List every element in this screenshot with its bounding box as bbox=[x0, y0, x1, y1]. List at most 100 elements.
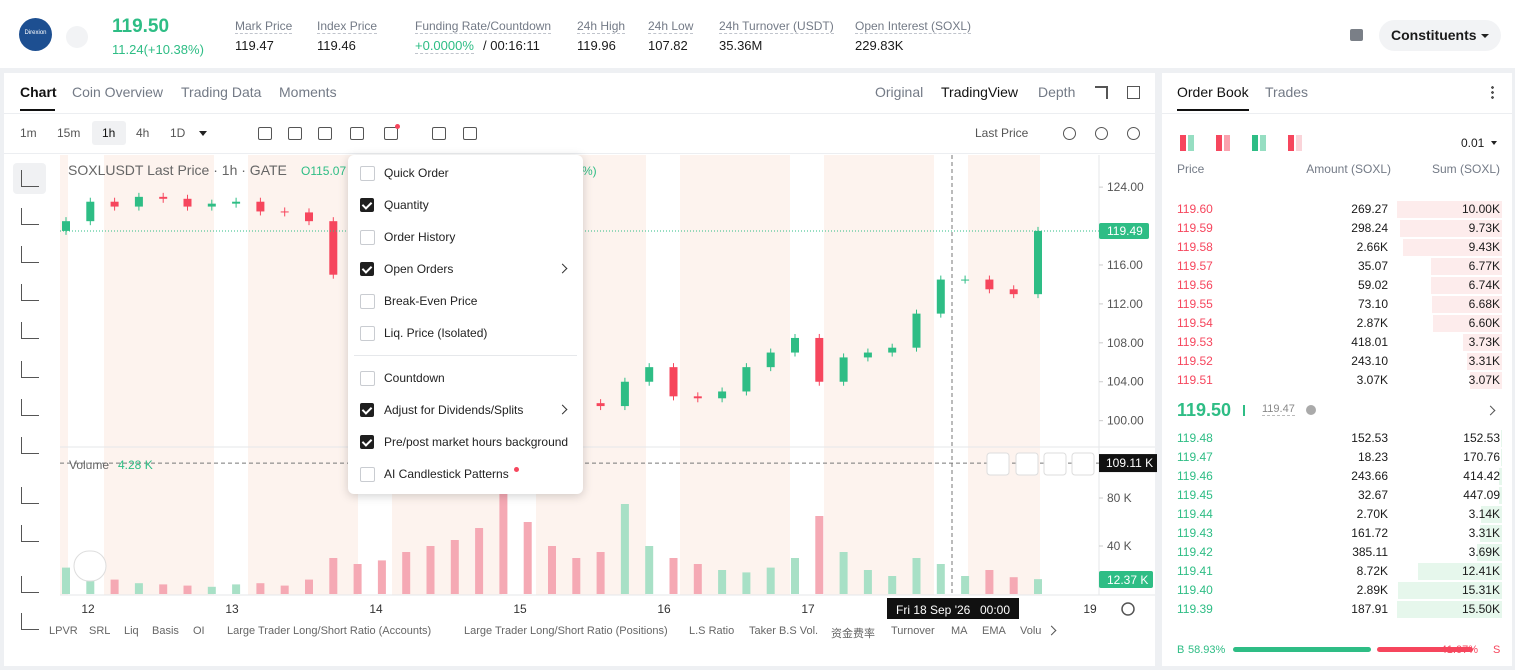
book-price[interactable]: 119.60 bbox=[1177, 202, 1213, 216]
book-price[interactable]: 119.46 bbox=[1177, 469, 1213, 483]
book-price[interactable]: 119.51 bbox=[1177, 373, 1213, 387]
indicator[interactable]: EMA bbox=[982, 625, 1006, 637]
indicator[interactable]: Volu bbox=[1020, 625, 1042, 637]
interval[interactable]: 1m bbox=[20, 126, 37, 140]
menu-checkbox[interactable] bbox=[360, 198, 374, 212]
book-price[interactable]: 119.47 bbox=[1177, 450, 1213, 464]
book-price[interactable]: 119.54 bbox=[1177, 316, 1213, 330]
interval[interactable]: 1D bbox=[170, 126, 186, 140]
menu-checkbox[interactable] bbox=[360, 326, 375, 341]
book-price[interactable]: 119.56 bbox=[1177, 278, 1213, 292]
interval[interactable]: 1h bbox=[102, 126, 116, 140]
menu-checkbox[interactable] bbox=[360, 403, 374, 417]
chart-tab[interactable]: Coin Overview bbox=[72, 84, 164, 100]
indicator[interactable]: Large Trader Long/Short Ratio (Accounts) bbox=[227, 625, 432, 637]
chart-tab[interactable]: Chart bbox=[20, 84, 57, 100]
menu-item[interactable]: AI Candlestick Patterns bbox=[384, 467, 509, 481]
indicator[interactable]: Turnover bbox=[891, 625, 935, 637]
chart-tab[interactable]: Moments bbox=[279, 84, 337, 100]
toolbar-icon[interactable] bbox=[1095, 127, 1108, 140]
tool-icon[interactable] bbox=[258, 127, 272, 140]
menu-item[interactable]: Liq. Price (Isolated) bbox=[384, 326, 488, 340]
book-price[interactable]: 119.45 bbox=[1177, 488, 1213, 502]
orderbook-tab[interactable]: Order Book bbox=[1177, 84, 1249, 100]
book-price[interactable]: 119.41 bbox=[1177, 564, 1213, 578]
indicator[interactable]: Liq bbox=[124, 625, 139, 637]
indicator[interactable]: SRL bbox=[89, 625, 111, 637]
view-tab[interactable]: Original bbox=[875, 84, 924, 100]
menu-item[interactable]: Pre/post market hours background bbox=[384, 435, 569, 449]
book-price[interactable]: 119.52 bbox=[1177, 354, 1213, 368]
tool-icon[interactable] bbox=[463, 127, 477, 140]
menu-checkbox[interactable] bbox=[360, 294, 375, 309]
tool-icon[interactable] bbox=[318, 127, 332, 140]
indicator[interactable]: OI bbox=[193, 625, 205, 637]
toolbar-icon[interactable] bbox=[1063, 127, 1076, 140]
toolbar-icon[interactable] bbox=[1127, 127, 1140, 140]
tool-icon[interactable] bbox=[350, 127, 364, 140]
drawing-tool[interactable] bbox=[21, 576, 39, 593]
menu-checkbox[interactable] bbox=[360, 467, 375, 482]
book-price[interactable]: 119.57 bbox=[1177, 259, 1213, 273]
volume-bar bbox=[353, 564, 362, 594]
indicator[interactable]: L.S Ratio bbox=[689, 625, 735, 637]
book-price[interactable]: 119.58 bbox=[1177, 240, 1213, 254]
book-price[interactable]: 119.43 bbox=[1177, 526, 1213, 540]
layout-icon[interactable] bbox=[1216, 135, 1222, 151]
menu-checkbox[interactable] bbox=[360, 230, 375, 245]
drawing-tool[interactable] bbox=[21, 361, 39, 378]
indicator[interactable]: Basis bbox=[152, 625, 179, 637]
menu-dots[interactable] bbox=[1491, 85, 1494, 99]
menu-item[interactable]: Adjust for Dividends/Splits bbox=[384, 403, 524, 417]
price-tick-label: 112.00 bbox=[1107, 297, 1143, 311]
drawing-tool[interactable] bbox=[21, 322, 39, 339]
indicator[interactable]: Large Trader Long/Short Ratio (Positions… bbox=[464, 625, 668, 637]
menu-item[interactable]: Countdown bbox=[384, 371, 445, 385]
drawing-tool[interactable] bbox=[21, 246, 39, 263]
favorite-star[interactable] bbox=[66, 26, 88, 48]
tool-icon[interactable] bbox=[432, 127, 446, 140]
indicator[interactable]: LPVR bbox=[49, 625, 78, 637]
book-price[interactable]: 119.40 bbox=[1177, 583, 1213, 597]
book-price[interactable]: 119.39 bbox=[1177, 602, 1213, 616]
menu-checkbox[interactable] bbox=[360, 371, 375, 386]
constituents-button[interactable] bbox=[1379, 20, 1501, 51]
book-price[interactable]: 119.44 bbox=[1177, 507, 1213, 521]
view-tab[interactable]: TradingView bbox=[941, 84, 1019, 100]
menu-checkbox[interactable] bbox=[360, 435, 374, 449]
drawing-tool[interactable] bbox=[21, 284, 39, 301]
drawing-tool[interactable] bbox=[21, 525, 39, 542]
layout-icon[interactable] bbox=[1252, 135, 1258, 151]
menu-checkbox[interactable] bbox=[360, 262, 374, 276]
orderbook-tab[interactable]: Trades bbox=[1265, 84, 1309, 100]
book-price[interactable]: 119.48 bbox=[1177, 431, 1213, 445]
menu-item[interactable]: Quantity bbox=[384, 198, 429, 212]
menu-item[interactable]: Open Orders bbox=[384, 262, 454, 276]
layout-icon[interactable] bbox=[1180, 135, 1186, 151]
interval[interactable]: 15m bbox=[57, 126, 81, 140]
tool-icon[interactable] bbox=[288, 127, 302, 140]
drawing-tool[interactable] bbox=[21, 170, 39, 187]
tool-icon[interactable] bbox=[384, 127, 398, 140]
drawing-tool[interactable] bbox=[21, 437, 39, 454]
view-tab[interactable]: Depth bbox=[1038, 84, 1076, 100]
menu-item[interactable]: Quick Order bbox=[384, 166, 449, 180]
indicator[interactable]: MA bbox=[951, 625, 968, 637]
layout-icon[interactable] bbox=[1288, 135, 1294, 151]
interval[interactable]: 4h bbox=[136, 126, 150, 140]
drawing-tool[interactable] bbox=[21, 399, 39, 416]
book-price[interactable]: 119.53 bbox=[1177, 335, 1213, 349]
book-price[interactable]: 119.42 bbox=[1177, 545, 1213, 559]
volume-bar bbox=[548, 546, 556, 594]
indicator[interactable]: Taker B.S Vol. bbox=[749, 625, 819, 637]
menu-item[interactable]: Break-Even Price bbox=[384, 294, 478, 308]
menu-item[interactable]: Order History bbox=[384, 230, 456, 244]
drawing-tool[interactable] bbox=[21, 613, 39, 630]
drawing-tool[interactable] bbox=[21, 208, 39, 225]
indicator[interactable]: 资金费率 bbox=[831, 628, 875, 640]
book-price[interactable]: 119.59 bbox=[1177, 221, 1213, 235]
menu-checkbox[interactable] bbox=[360, 166, 375, 181]
chart-tab[interactable]: Trading Data bbox=[181, 84, 262, 100]
book-price[interactable]: 119.55 bbox=[1177, 297, 1213, 311]
drawing-tool[interactable] bbox=[21, 487, 39, 504]
